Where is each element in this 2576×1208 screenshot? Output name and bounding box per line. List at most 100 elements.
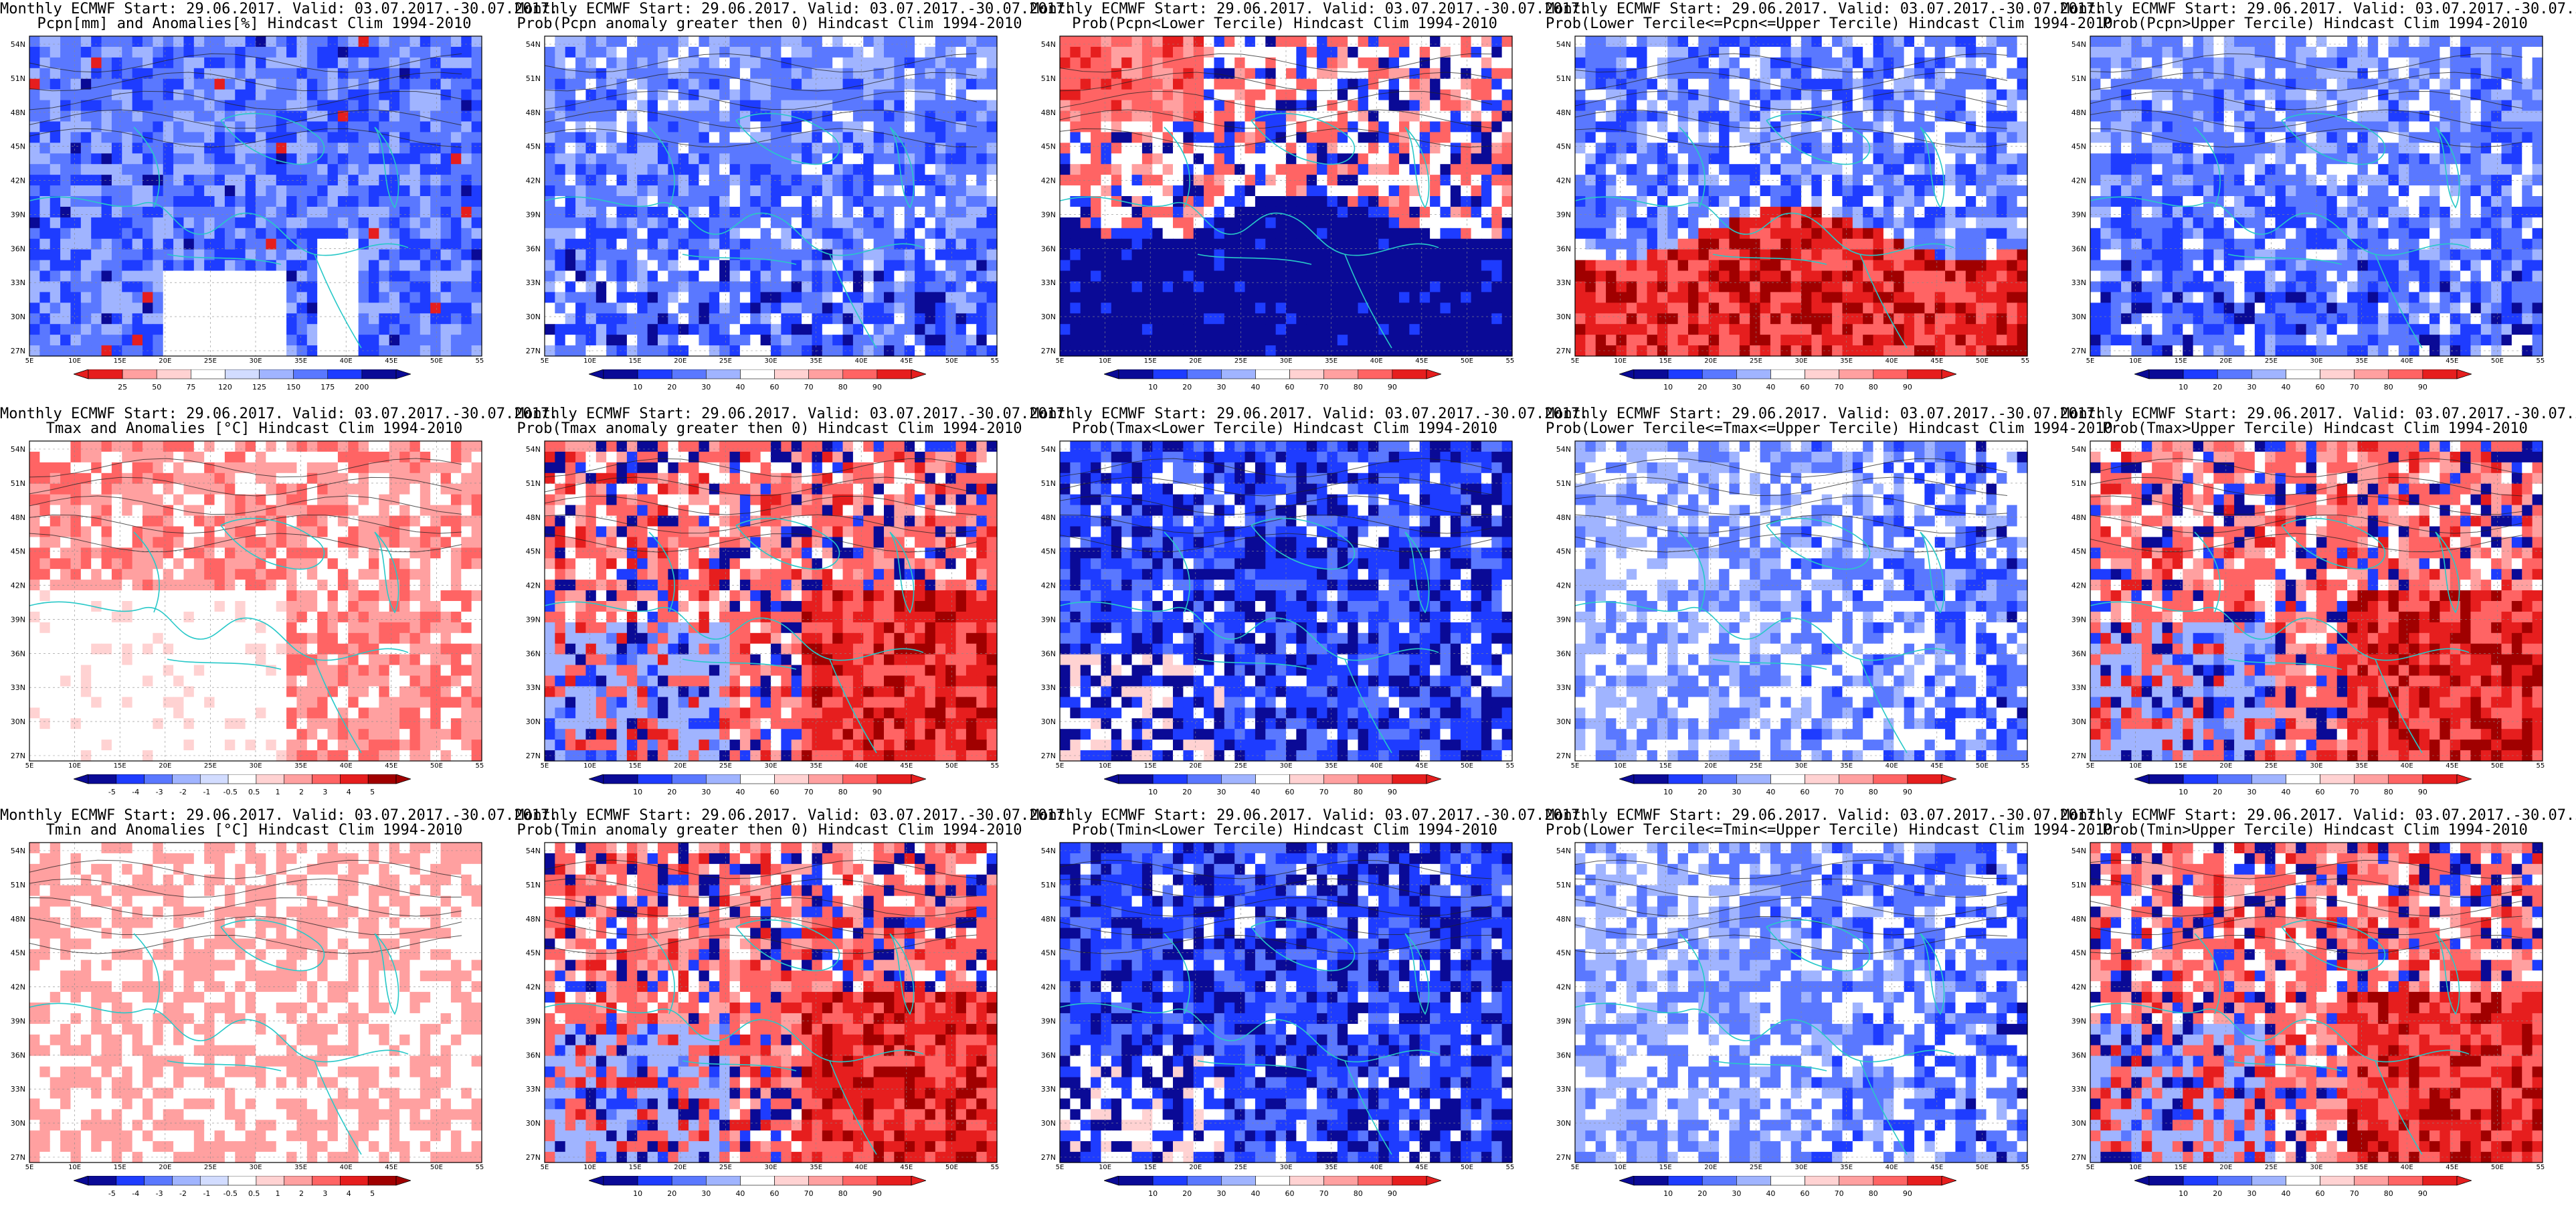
colorbar-tick-label: 60	[770, 1189, 779, 1198]
forecast-panel: Monthly ECMWF Start: 29.06.2017. Valid: …	[0, 405, 509, 806]
lon-tick-label: 15E	[629, 1164, 642, 1169]
colorbar-tick-label: 30	[701, 788, 711, 796]
triangle-left-icon	[2134, 1176, 2149, 1185]
colorbar-swatch	[1908, 369, 1942, 379]
colorbar-swatch	[775, 369, 809, 379]
lon-tick-label: 10E	[68, 762, 81, 768]
lat-tick-label: 42N	[526, 983, 541, 992]
lon-tick-label: 20E	[674, 357, 686, 363]
lon-tick-label: 10E	[583, 762, 596, 768]
colorbar-swatch	[145, 1176, 173, 1185]
lat-tick-label: 42N	[1041, 177, 1056, 185]
lon-tick-label: 20E	[2219, 1164, 2232, 1169]
colorbar-tick-label: 60	[1801, 1189, 1810, 1198]
colorbar-tick-label: 40	[1251, 1189, 1260, 1198]
lon-tick-label: 20E	[1189, 762, 1202, 768]
triangle-right-icon	[396, 774, 411, 784]
lat-tick-label: 33N	[2072, 278, 2086, 287]
lat-tick-label: 27N	[1556, 1153, 1571, 1162]
colorbar-swatch	[775, 774, 809, 784]
shaded-field	[1575, 36, 2028, 357]
colorbar-tick-label: 25	[118, 383, 127, 392]
lat-tick-label: 33N	[1041, 1085, 1056, 1094]
forecast-panel: Monthly ECMWF Start: 29.06.2017. Valid: …	[1546, 0, 2054, 402]
colorbar-swatch	[1805, 774, 1839, 784]
colorbar-swatch	[1702, 1176, 1736, 1185]
lon-tick-label: 15E	[1144, 762, 1157, 768]
colorbar-swatch	[2355, 774, 2389, 784]
colorbar-swatch	[2389, 1176, 2423, 1185]
colorbar-swatch	[1770, 774, 1805, 784]
colorbar-swatch	[1805, 1176, 1839, 1185]
lat-tick-label: 48N	[1041, 915, 1056, 924]
lon-tick-label: 20E	[1189, 1164, 1202, 1169]
lon-tick-label: 30E	[249, 1164, 262, 1169]
lat-tick-label: 33N	[1556, 278, 1571, 287]
triangle-right-icon	[1942, 774, 1956, 784]
lon-tick-label: 35E	[294, 1164, 307, 1169]
lat-tick-label: 54N	[526, 40, 541, 49]
colorbar-swatch	[1702, 369, 1736, 379]
panel-title-line2: Prob(Lower Tercile<=Tmin<=Upper Tercile)…	[1546, 823, 2054, 839]
panel-title-line2: Prob(Pcpn<Lower Tercile) Hindcast Clim 1…	[1030, 16, 1539, 32]
colorbar-tick-label: 40	[735, 383, 745, 392]
colorbar-tick-label: 60	[2316, 1189, 2325, 1198]
lat-tick-label: 45N	[1041, 949, 1056, 958]
shaded-field	[1060, 843, 1513, 1163]
colorbar-tick-label: 10	[633, 383, 642, 392]
lon-tick-label: 5E	[1571, 1164, 1580, 1169]
colorbar-tick-label: 10	[1148, 1189, 1158, 1198]
colorbar-swatch	[2286, 369, 2320, 379]
lat-tick-label: 51N	[1041, 479, 1056, 488]
colorbar-swatch	[2355, 369, 2389, 379]
colorbar-swatch	[604, 1176, 638, 1185]
colorbar-tick-label: 90	[2418, 1189, 2427, 1198]
lon-tick-label: 35E	[1840, 357, 1853, 363]
colorbar-tick-label: 30	[1216, 788, 1226, 796]
colorbar-tick-label: 2	[299, 1189, 304, 1198]
shaded-field	[545, 441, 998, 762]
colorbar-swatch	[2251, 774, 2286, 784]
colorbar-tick-label: 60	[1801, 383, 1810, 392]
colorbar-tick-label: 80	[1354, 383, 1363, 392]
colorbar-swatch	[2320, 1176, 2355, 1185]
colorbar-tick-label: 70	[804, 1189, 814, 1198]
colorbar-tick-label: -2	[179, 1189, 187, 1198]
lon-tick-label: 35E	[294, 357, 307, 363]
triangle-left-icon	[589, 774, 604, 784]
forecast-panel: Monthly ECMWF Start: 29.06.2017. Valid: …	[2061, 405, 2569, 806]
colorbar-tick-label: 60	[1285, 383, 1295, 392]
colorbar-swatch	[1119, 1176, 1153, 1185]
lon-tick-label: 55E	[990, 357, 1000, 363]
triangle-left-icon	[1104, 369, 1119, 379]
colorbar-swatch	[809, 774, 843, 784]
forecast-panel: Monthly ECMWF Start: 29.06.2017. Valid: …	[1030, 806, 1539, 1208]
lon-tick-label: 5E	[25, 762, 34, 768]
colorbar-tick-label: 2	[299, 788, 304, 796]
colorbar-swatch	[1358, 1176, 1392, 1185]
lon-tick-label: 25E	[1750, 357, 1762, 363]
lat-tick-label: 51N	[11, 479, 25, 488]
colorbar-tick-label: 40	[1766, 788, 1775, 796]
colorbar-swatch	[88, 774, 116, 784]
triangle-right-icon	[1427, 774, 1441, 784]
colorbar-swatch	[122, 369, 157, 379]
colorbar-swatch	[2183, 369, 2217, 379]
triangle-left-icon	[589, 1176, 604, 1185]
lat-tick-label: 51N	[2072, 881, 2086, 889]
lon-tick-label: 30E	[764, 1164, 777, 1169]
colorbar-swatch	[145, 774, 173, 784]
triangle-right-icon	[396, 1176, 411, 1185]
colorbar-tick-label: 5	[370, 788, 375, 796]
colorbar-tick-label: 150	[286, 383, 300, 392]
triangle-left-icon	[1619, 1176, 1634, 1185]
lat-tick-label: 27N	[11, 752, 25, 760]
